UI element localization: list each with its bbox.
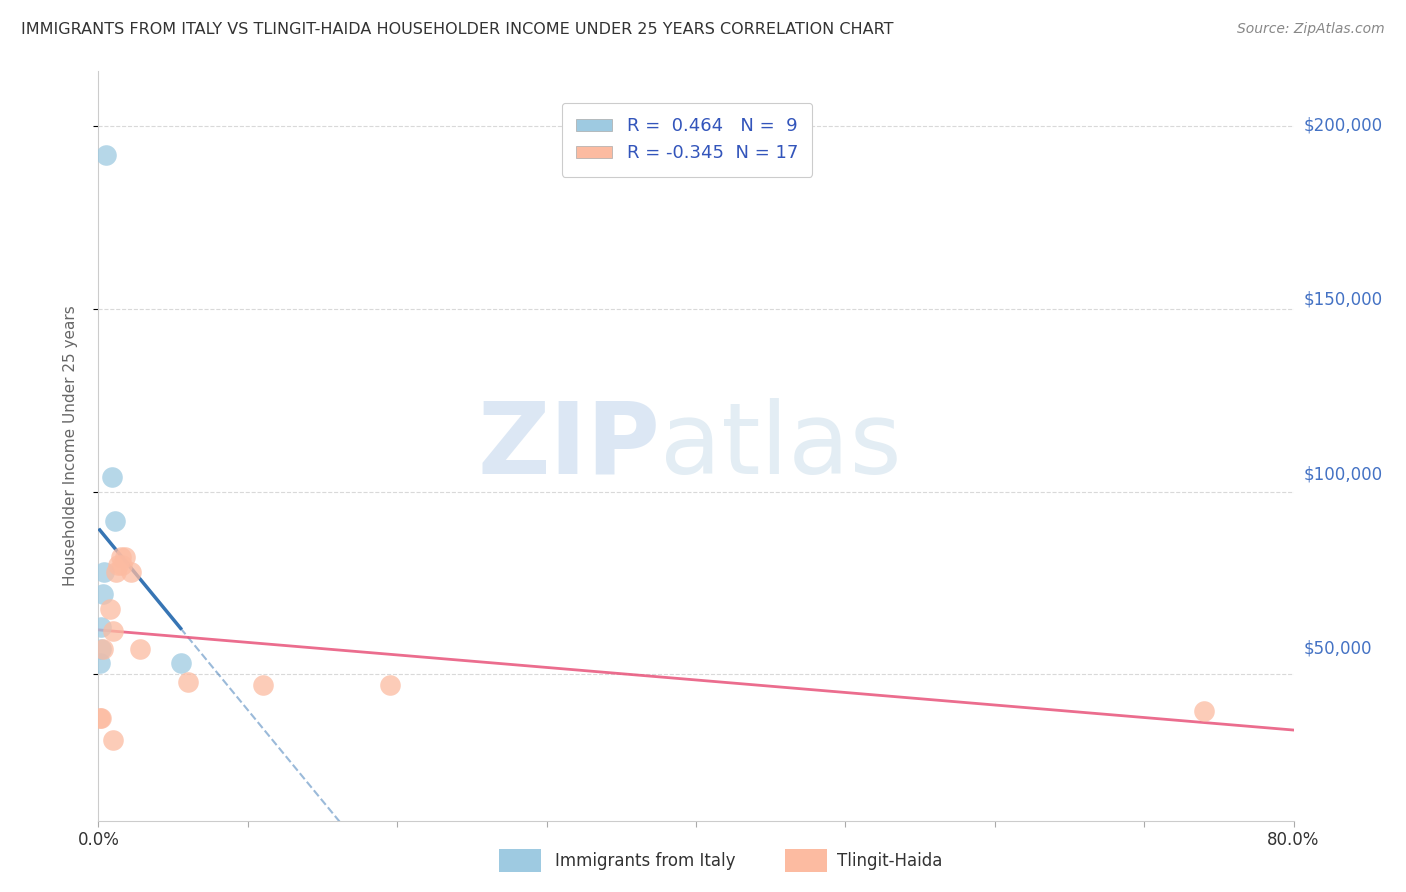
Point [111,558,134,572]
Point [114,550,136,565]
Point [104,514,127,528]
Point [89,711,111,725]
Point [105,565,128,579]
Text: ZIP: ZIP [477,398,661,494]
Point [378,678,401,692]
Text: atlas: atlas [661,398,901,494]
Text: IMMIGRANTS FROM ITALY VS TLINGIT-HAIDA HOUSEHOLDER INCOME UNDER 25 YEARS CORRELA: IMMIGRANTS FROM ITALY VS TLINGIT-HAIDA H… [21,22,894,37]
Point [1192,704,1215,718]
Legend: R =  0.464   N =  9, R = -0.345  N = 17: R = 0.464 N = 9, R = -0.345 N = 17 [561,103,813,177]
Point [90,641,112,656]
Y-axis label: Householder Income Under 25 years: Householder Income Under 25 years [63,306,77,586]
Point [91,587,114,601]
Point [90,620,112,634]
Text: Immigrants from Italy: Immigrants from Italy [555,852,735,870]
Point [90,711,112,725]
Point [89,657,111,671]
Point [177,674,200,689]
Point [91,641,114,656]
Point [93,565,115,579]
Point [120,565,142,579]
Point [107,558,129,572]
Text: Source: ZipAtlas.com: Source: ZipAtlas.com [1237,22,1385,37]
Point [94,148,117,162]
Point [103,733,125,747]
Point [252,678,274,692]
Point [101,470,124,484]
Point [169,657,191,671]
Point [110,550,132,565]
Point [103,624,125,638]
Point [129,641,152,656]
Text: Tlingit-Haida: Tlingit-Haida [837,852,942,870]
Point [98,601,122,615]
